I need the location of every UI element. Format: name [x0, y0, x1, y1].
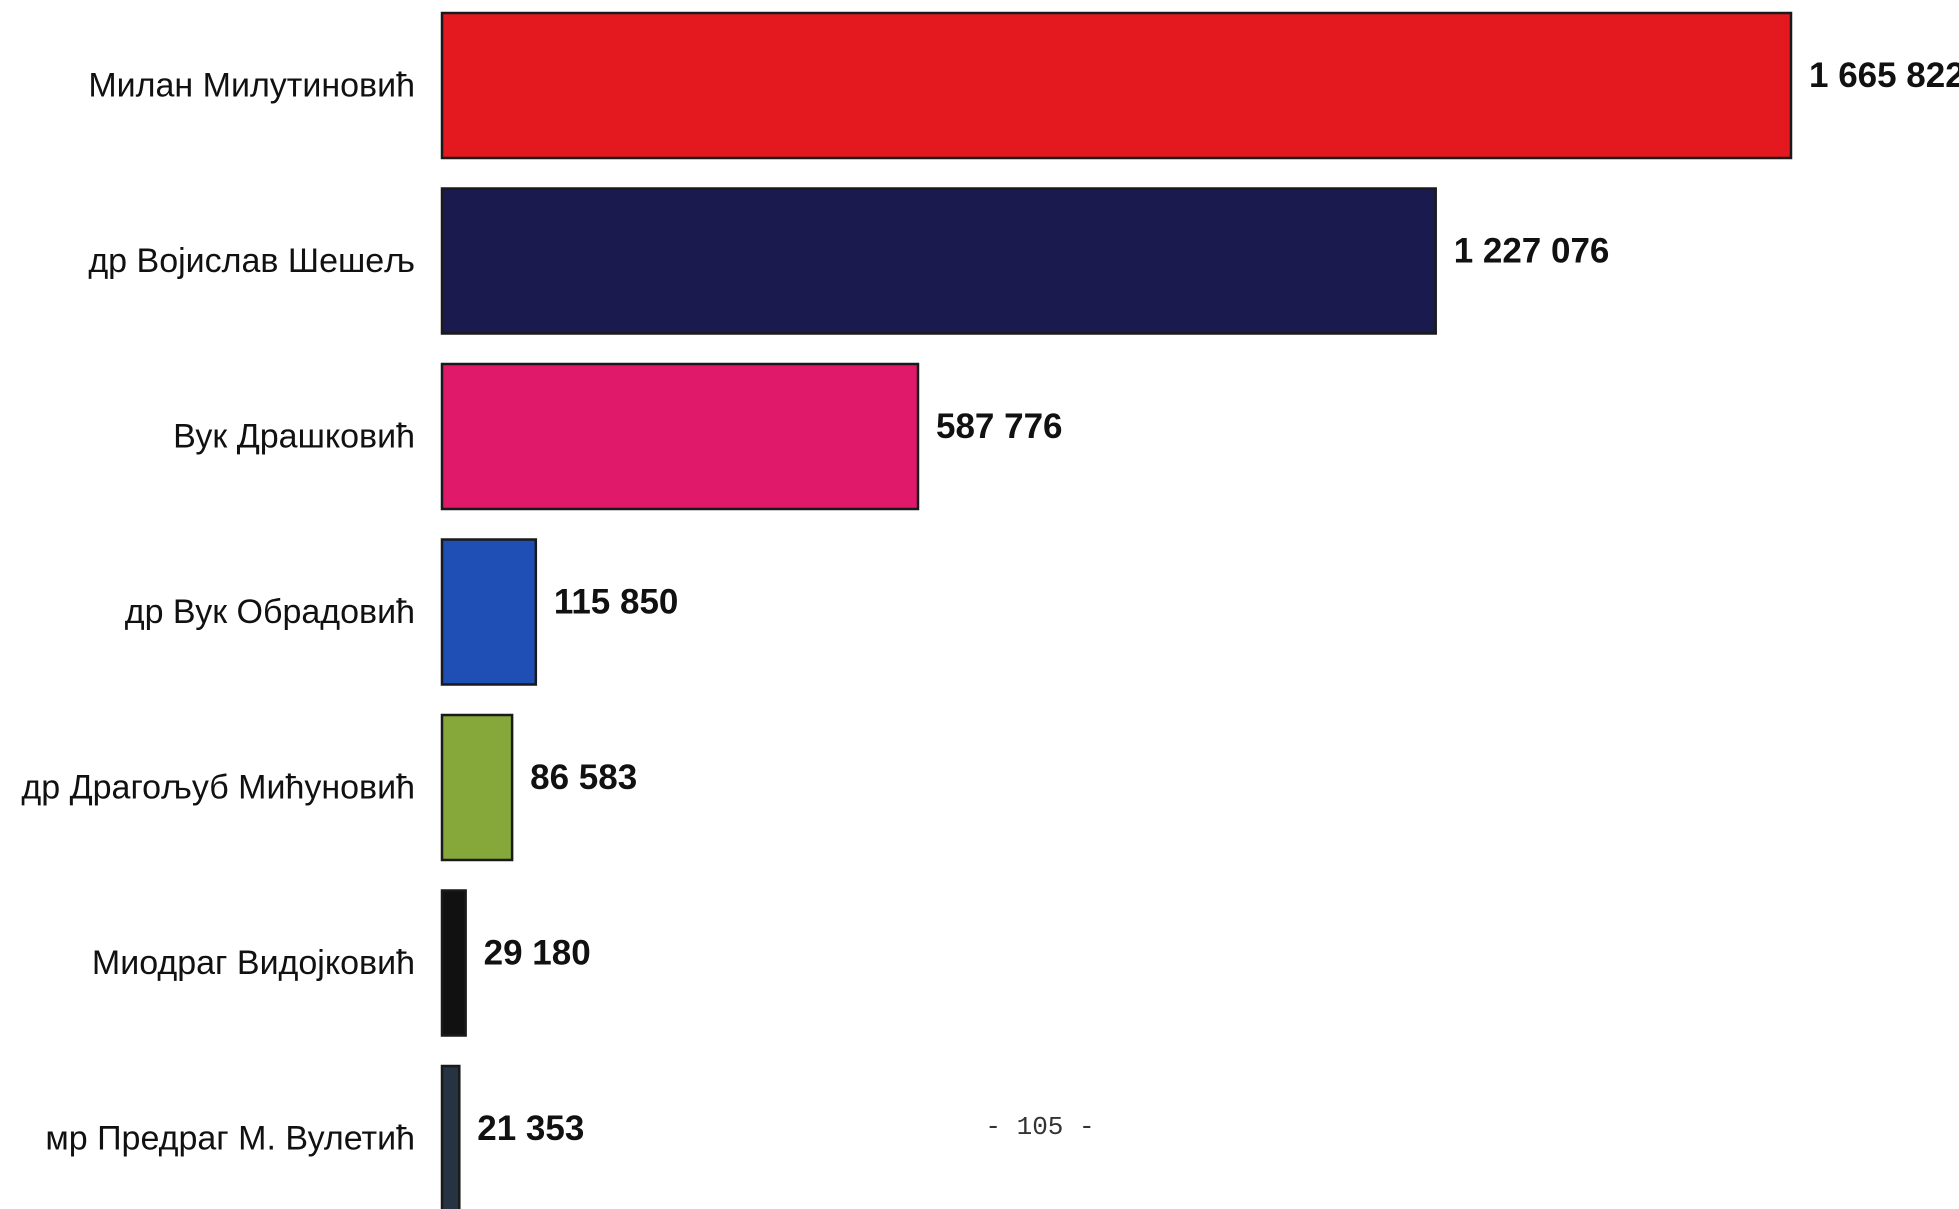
value-label-4: 115 850	[554, 583, 679, 622]
value-label-3: 587 776	[936, 407, 1063, 446]
category-label-7: мр Предраг М. Вулетић	[45, 1120, 415, 1158]
category-label-1: Милан Милутиновић	[88, 67, 415, 105]
category-label-5: др Драгољуб Мићуновић	[21, 769, 415, 807]
bar-3	[440, 362, 920, 511]
category-label-2: др Војислав Шешељ	[88, 242, 415, 280]
bar-2	[440, 187, 1437, 335]
bar-6	[440, 889, 467, 1037]
bar-1	[440, 11, 1793, 160]
value-labels: 1 665 822 1 227 076 587 776 115 850 86 583 29…	[477, 56, 1959, 1148]
bar-4	[440, 538, 538, 686]
bar-5	[440, 713, 514, 862]
bars-layer	[440, 11, 1793, 1209]
value-label-2: 1 227 076	[1454, 232, 1610, 271]
value-label-6: 29 180	[484, 934, 591, 973]
value-label-7: 21 353	[477, 1109, 584, 1148]
category-labels: Милан Милутиновић др Војислав Шешељ Вук Др…	[21, 67, 415, 1158]
page-number: - 105 -	[985, 1112, 1095, 1142]
category-label-3: Вук Драшковић	[173, 418, 415, 456]
category-label-6: Миодраг Видојковић	[92, 944, 415, 982]
value-label-5: 86 583	[530, 758, 637, 797]
value-label-1: 1 665 822	[1809, 56, 1959, 95]
category-label-4: др Вук Обрадовић	[125, 593, 415, 631]
bar-7	[440, 1064, 461, 1209]
